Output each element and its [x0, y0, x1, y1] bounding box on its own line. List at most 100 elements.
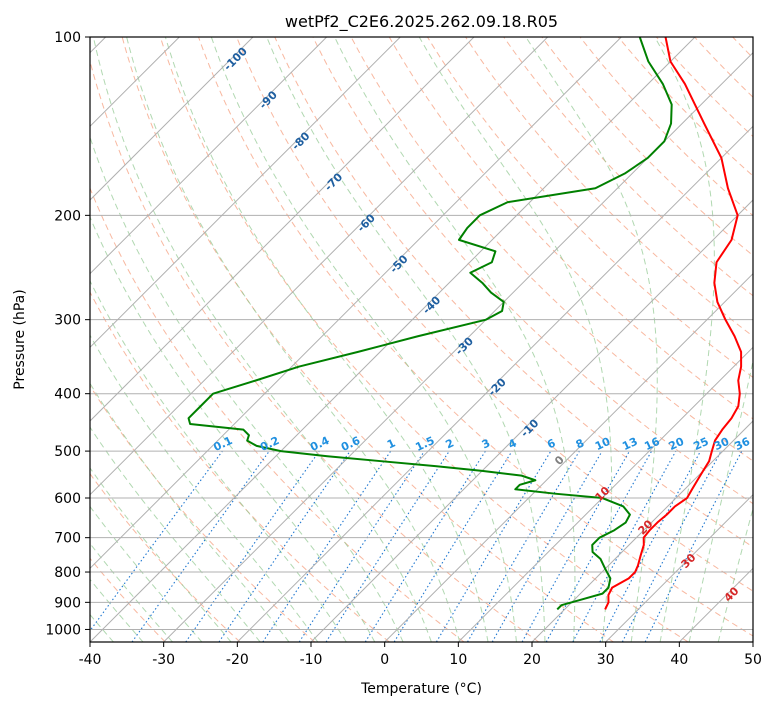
- moist-adiabat-line: [266, 37, 546, 642]
- y-tick-label: 100: [54, 30, 81, 46]
- moist-adiabat-line: [525, 37, 658, 642]
- x-tick-label: 0: [380, 652, 389, 668]
- mixing-ratio-line: [325, 450, 450, 642]
- mixing-ratio-label: 10: [593, 435, 613, 453]
- moist-adiabat-line: [418, 37, 613, 642]
- isotherm-line: [90, 37, 475, 422]
- moist-adiabat-label: 30: [679, 551, 699, 571]
- isotherm-line: [90, 37, 696, 642]
- dry-adiabat-line: [465, 37, 753, 337]
- isotherm-line: [90, 37, 254, 201]
- isotherm-line: [310, 199, 753, 642]
- mixing-ratio-line: [218, 450, 351, 642]
- x-tick-label: 20: [523, 652, 541, 668]
- y-tick-label: 700: [54, 531, 81, 547]
- mixing-ratio-line: [131, 450, 270, 642]
- dry-adiabat-line: [90, 59, 540, 642]
- x-tick-label: -10: [300, 652, 323, 668]
- x-tick-label: -40: [79, 652, 102, 668]
- x-tick-label: 50: [744, 652, 762, 668]
- x-tick-label: -20: [226, 652, 249, 668]
- x-axis: -40 -30 -20 -10 0 10 20 30 40 50: [79, 642, 762, 668]
- x-axis-title: Temperature (°C): [360, 681, 482, 697]
- dry-adiabat-line: [90, 472, 241, 642]
- isotherm-line: [457, 346, 753, 642]
- moist-adiabat-line: [717, 506, 753, 642]
- y-tick-label: 800: [54, 565, 81, 581]
- y-axis-title: Pressure (hPa): [12, 289, 28, 389]
- dry-adiabat-line: [503, 37, 753, 297]
- dry-adiabat-line: [159, 37, 689, 642]
- plot-frame: [89, 36, 754, 643]
- mixing-ratio-line: [572, 450, 677, 642]
- mixing-ratio-line: [521, 450, 630, 642]
- dry-adiabat-line: [426, 37, 753, 378]
- isotherm-line: [678, 567, 753, 642]
- dry-adiabat-line: [90, 384, 316, 642]
- y-axis: 100 200 300 400 500 600 700 800 900 1000: [45, 30, 90, 638]
- mixing-ratio-label: 20: [667, 435, 687, 453]
- moist-adiabat-line: [90, 578, 144, 642]
- dry-adiabat-label: -30: [453, 334, 476, 357]
- dry-adiabat-line: [732, 37, 753, 59]
- dry-adiabat-label: -60: [355, 211, 378, 234]
- sounding-profiles: [187, 37, 743, 611]
- dry-adiabat-line: [655, 37, 753, 138]
- dry-adiabat-label: -80: [289, 129, 312, 152]
- moist-adiabat-line: [90, 215, 376, 642]
- dry-adiabat-line: [121, 37, 614, 642]
- moist-adiabat-line: [210, 37, 517, 642]
- mixing-ratio-label: 8: [574, 436, 586, 451]
- isotherm-line: [90, 37, 401, 349]
- dewpoint-profile-line: [187, 37, 673, 611]
- moist-adiabat-line: [92, 37, 432, 642]
- mixing-ratio-line: [621, 450, 722, 642]
- dry-adiabat-line: [771, 37, 775, 642]
- dry-adiabat-line: [312, 37, 753, 505]
- background-lines: [90, 37, 775, 642]
- isotherm-line: [90, 37, 328, 275]
- y-tick-label: 200: [54, 208, 81, 224]
- mixing-ratio-label: 13: [620, 435, 639, 453]
- x-tick-label: -30: [152, 652, 175, 668]
- y-tick-label: 1000: [45, 622, 81, 638]
- moist-adiabat-line: [90, 542, 173, 642]
- moist-adiabat-line: [90, 426, 261, 642]
- dry-adiabat-label: -70: [322, 170, 345, 193]
- dry-adiabat-label: -50: [387, 252, 410, 275]
- temperature-profile-line: [604, 37, 743, 610]
- mixing-ratio-line: [393, 450, 513, 642]
- moist-adiabat-label: 0: [552, 453, 567, 468]
- x-tick-label: 40: [670, 652, 688, 668]
- moist-adiabat-line: [90, 135, 404, 642]
- dry-adiabat-line: [541, 37, 753, 257]
- moist-adiabat-line: [90, 505, 203, 642]
- dry-adiabat-label: -40: [420, 293, 443, 316]
- mixing-ratio-line: [185, 450, 320, 642]
- x-tick-label: 30: [597, 652, 615, 668]
- moist-adiabat-label: 20: [636, 517, 656, 537]
- dry-adiabat-line: [388, 37, 753, 420]
- mixing-ratio-line: [298, 450, 425, 642]
- moist-adiabat-line: [90, 467, 232, 642]
- y-tick-label: 900: [54, 595, 81, 611]
- dry-adiabat-line: [350, 37, 753, 462]
- dry-adiabat-label: -10: [518, 416, 541, 439]
- isotherm-line: [90, 37, 622, 570]
- dry-adiabat-label: -20: [486, 375, 509, 398]
- moist-adiabat-line: [164, 37, 489, 642]
- isotherm-line: [605, 493, 753, 642]
- mixing-ratio-label: 16: [642, 435, 662, 453]
- mixing-ratio-label: 1: [385, 436, 397, 451]
- y-tick-label: 400: [54, 387, 81, 403]
- mixing-ratio-label: 2: [444, 436, 456, 451]
- moist-adiabat-line: [688, 358, 753, 642]
- dry-adiabat-line: [274, 37, 753, 548]
- mixing-ratio-line: [262, 450, 392, 642]
- mixing-ratio-label: 30: [712, 435, 732, 453]
- dry-adiabat-line: [90, 291, 390, 642]
- dry-adiabat-label: -90: [257, 88, 280, 111]
- mixing-ratio-line: [599, 450, 702, 642]
- moist-adiabat-line: [126, 37, 461, 642]
